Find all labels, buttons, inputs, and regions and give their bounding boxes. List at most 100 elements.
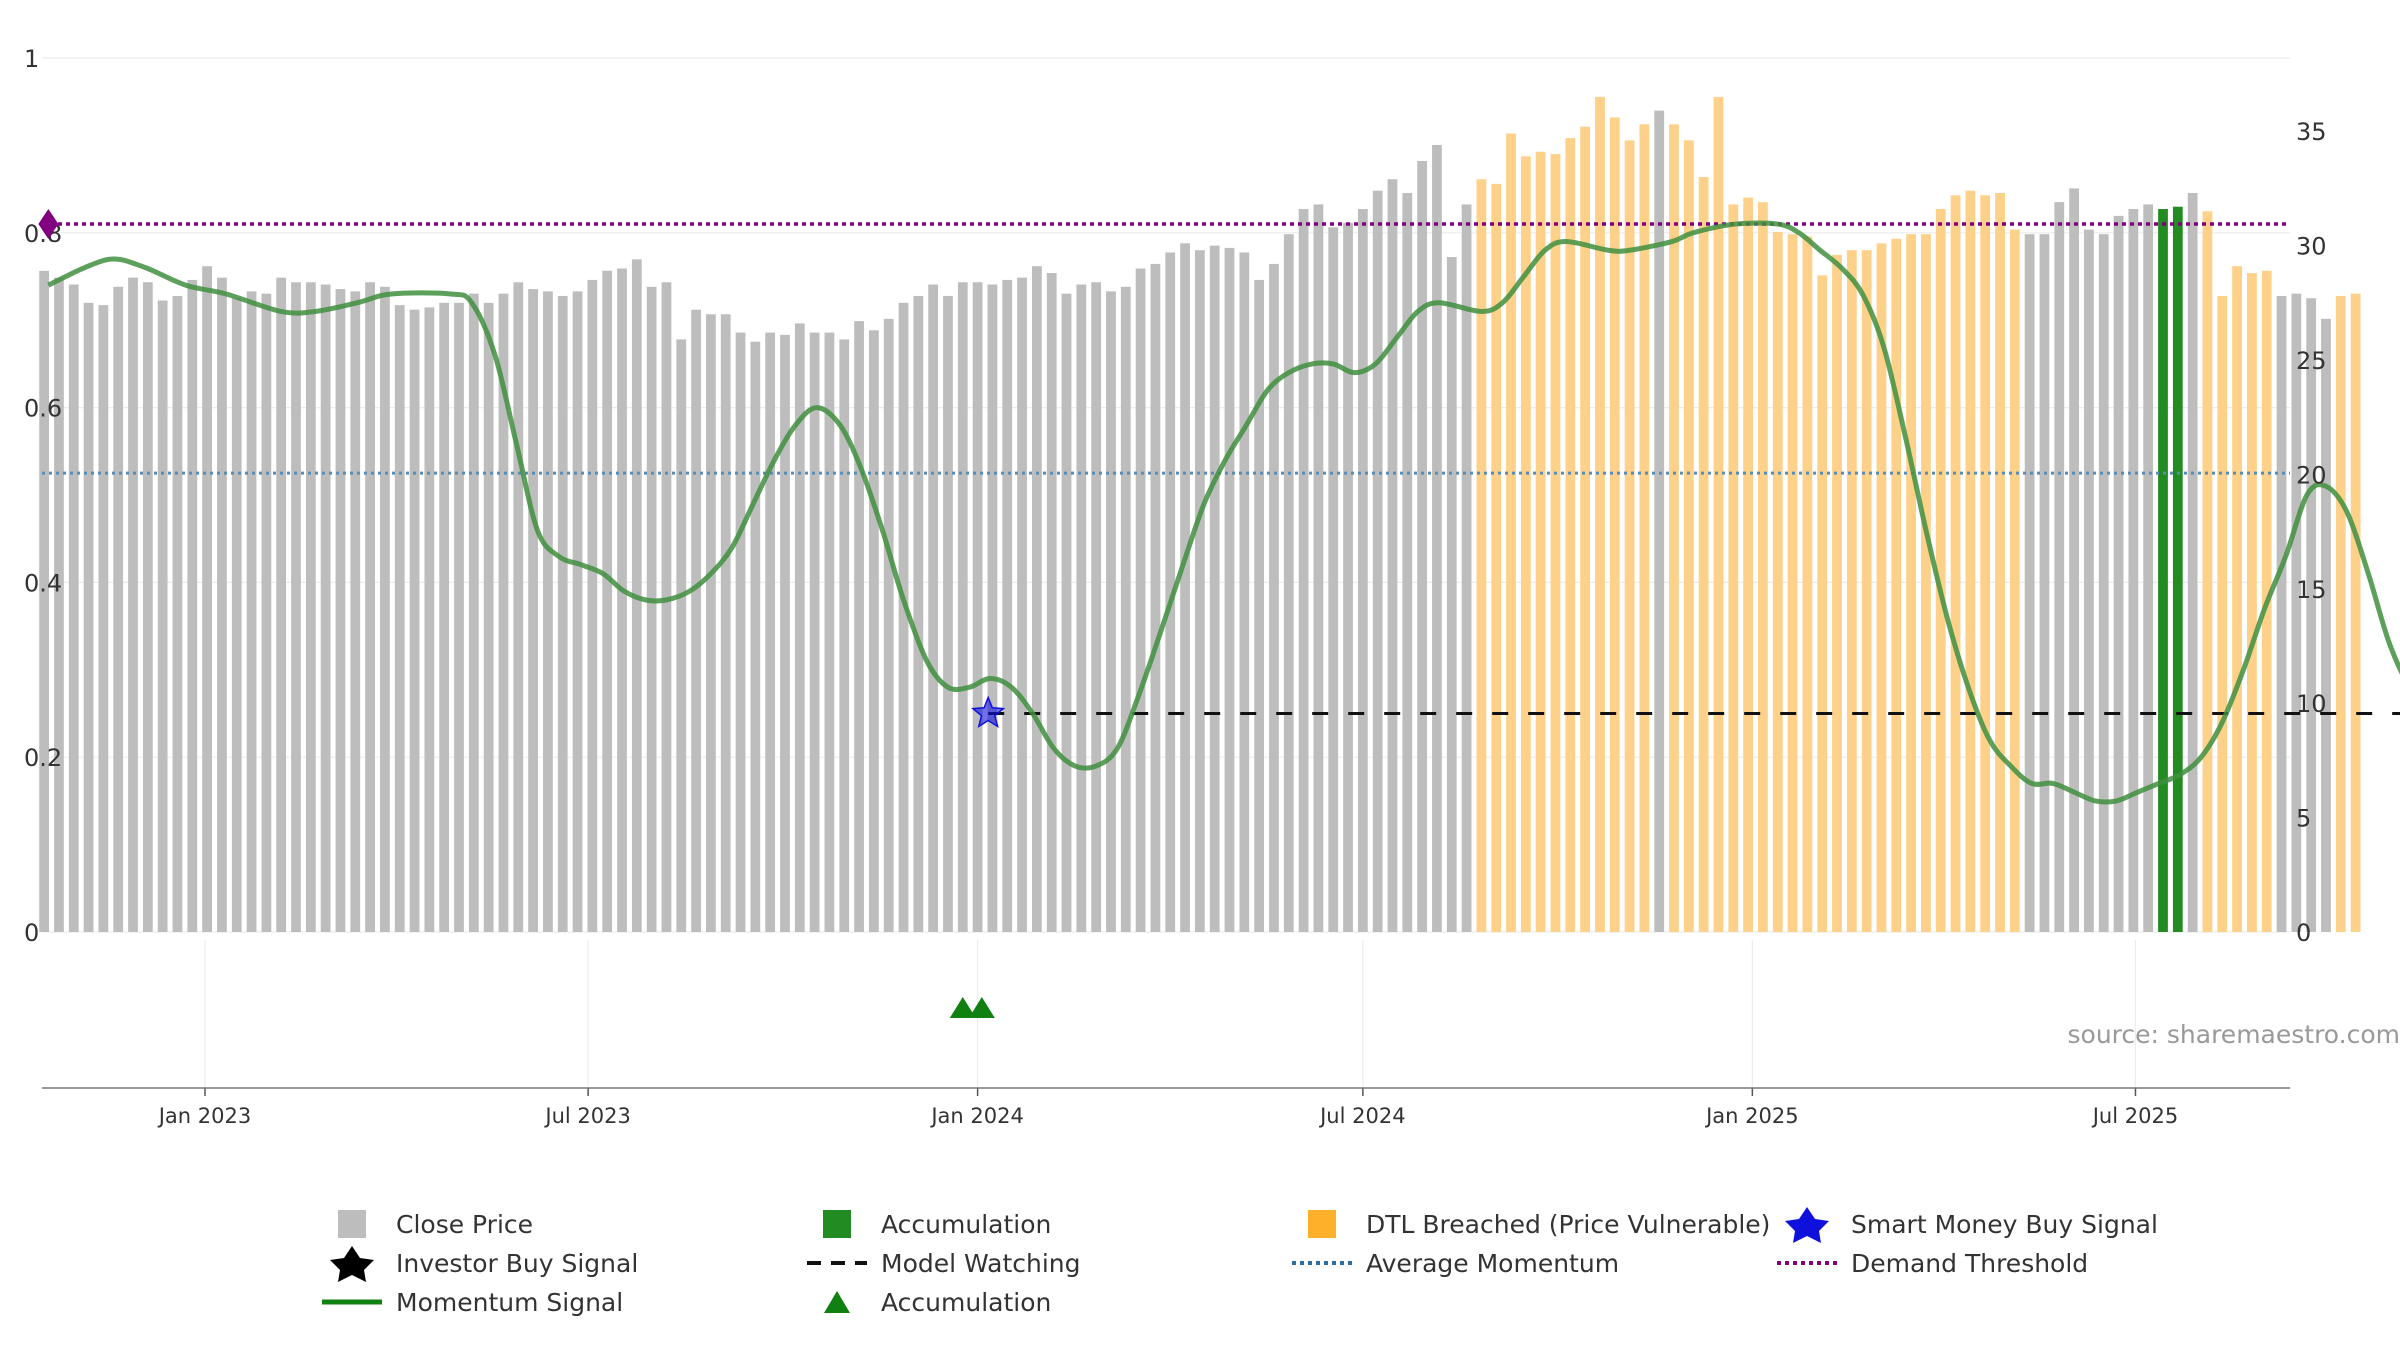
legend-label: Smart Money Buy Signal xyxy=(1851,1209,2158,1239)
close-price-bar xyxy=(794,323,805,932)
dtl-breached-bar xyxy=(1595,96,1605,933)
dtl-breached-bar xyxy=(1624,140,1635,933)
dtl-breached-bar xyxy=(1935,209,1946,932)
close-price-bar xyxy=(113,286,124,933)
green-square-icon xyxy=(823,1210,851,1238)
close-price-bar xyxy=(2306,298,2317,932)
dtl-breached-bar xyxy=(1476,179,1487,932)
left-tick-label: 0 xyxy=(24,919,39,947)
legend-label: DTL Breached (Price Vulnerable) xyxy=(1366,1209,1771,1239)
close-price-bar xyxy=(202,266,212,932)
close-price-bar xyxy=(394,305,405,932)
close-price-bar xyxy=(498,293,509,933)
dtl-breached-bar xyxy=(1891,238,1902,933)
legend: Close Price Accumulation DTL Breached (P… xyxy=(320,1205,2220,1325)
close-price-bar xyxy=(2321,318,2331,932)
close-price-bar xyxy=(1402,192,1413,933)
close-price-bar xyxy=(1313,204,1324,932)
dtl-breached-bar xyxy=(1995,192,2005,933)
close-price-bar xyxy=(2054,202,2065,932)
dtl-breached-bar xyxy=(1950,195,1961,933)
accumulation-triangle xyxy=(968,997,995,1018)
purple-dot-line-icon xyxy=(1777,1261,1837,1265)
close-price-bar xyxy=(276,277,287,932)
close-price-bar xyxy=(972,282,983,932)
dtl-breached-bar xyxy=(1861,250,1872,932)
close-price-bar xyxy=(1269,263,1279,932)
accumulation-bar xyxy=(2158,209,2168,932)
close-price-bar xyxy=(1209,245,1220,933)
close-price-bar xyxy=(854,321,864,932)
close-price-bar xyxy=(1180,243,1190,933)
legend-item-model-watching: Model Watching xyxy=(805,1244,1081,1282)
blue-dot-line-icon xyxy=(1292,1261,1352,1265)
close-price-bar xyxy=(2069,188,2079,932)
close-price-bar xyxy=(720,314,731,932)
close-price-bar xyxy=(1417,160,1428,932)
legend-label: Average Momentum xyxy=(1366,1248,1620,1278)
close-price-bar xyxy=(1091,282,1102,932)
x-tick-label: Jan 2025 xyxy=(1704,1104,1799,1128)
close-price-bar xyxy=(661,282,672,932)
close-price-bar xyxy=(2084,229,2094,932)
close-price-bar xyxy=(305,282,316,932)
close-price-bar xyxy=(1387,179,1398,932)
close-price-bar xyxy=(1135,268,1146,932)
dtl-breached-bar xyxy=(1728,204,1739,932)
legend-item-smart-money: Smart Money Buy Signal xyxy=(1775,1205,2158,1243)
accumulation-bar xyxy=(2172,206,2183,932)
blue-star-icon xyxy=(1785,1207,1829,1243)
legend-label: Accumulation xyxy=(881,1287,1052,1317)
close-price-bar xyxy=(320,284,331,933)
dtl-breached-bar xyxy=(1876,243,1887,933)
price-bars xyxy=(39,96,2361,933)
close-price-bar xyxy=(2143,204,2154,932)
dtl-breached-bar xyxy=(2217,295,2228,932)
dtl-breached-bar xyxy=(1743,197,1753,933)
close-price-bar xyxy=(2039,234,2050,932)
close-price-bar xyxy=(1017,277,1027,932)
close-price-bar xyxy=(943,295,953,932)
legend-label: Investor Buy Signal xyxy=(396,1248,639,1278)
legend-label: Demand Threshold xyxy=(1851,1248,2089,1278)
dtl-breached-bar xyxy=(1846,250,1857,932)
close-price-bar xyxy=(557,295,568,932)
close-price-bar xyxy=(2024,234,2035,932)
close-price-bar xyxy=(1372,190,1383,933)
close-price-bar xyxy=(365,282,375,932)
close-price-bar xyxy=(231,298,242,932)
right-tick-label: 25 xyxy=(2296,347,2327,375)
close-price-bar xyxy=(913,295,924,932)
dtl-breached-bar xyxy=(2350,293,2361,933)
close-price-bar xyxy=(765,332,776,933)
close-price-bar xyxy=(1076,284,1087,933)
close-price-bar xyxy=(528,289,538,933)
close-price-bar xyxy=(646,286,657,933)
close-price-bar xyxy=(39,270,50,932)
close-price-bar xyxy=(1031,266,1042,932)
close-price-bar xyxy=(1283,234,1294,932)
close-price-bar xyxy=(602,270,613,932)
dtl-breached-bar xyxy=(1609,117,1620,932)
legend-item-accumulation-bar: Accumulation xyxy=(805,1205,1051,1243)
close-price-bar xyxy=(128,277,138,932)
dtl-breached-bar xyxy=(2335,295,2346,932)
close-price-bar xyxy=(1046,273,1057,932)
black-dash-icon xyxy=(807,1261,867,1265)
close-price-bar xyxy=(217,277,227,932)
x-tick-label: Jul 2025 xyxy=(2091,1104,2178,1128)
dtl-breached-bar xyxy=(1698,176,1709,932)
left-tick-label: 1 xyxy=(24,45,39,73)
legend-item-close-price: Close Price xyxy=(320,1205,533,1243)
close-price-bar xyxy=(2113,215,2124,932)
dtl-breached-bar xyxy=(1535,151,1546,933)
close-price-bar xyxy=(54,277,64,932)
close-price-bar xyxy=(1239,252,1250,932)
close-price-bar xyxy=(335,289,346,933)
legend-label: Momentum Signal xyxy=(396,1287,624,1317)
close-price-bar xyxy=(587,279,598,932)
legend-label: Model Watching xyxy=(881,1248,1081,1278)
left-tick-label: 0.2 xyxy=(24,744,62,772)
close-price-bar xyxy=(83,302,94,932)
accumulation-triangle xyxy=(949,997,976,1018)
